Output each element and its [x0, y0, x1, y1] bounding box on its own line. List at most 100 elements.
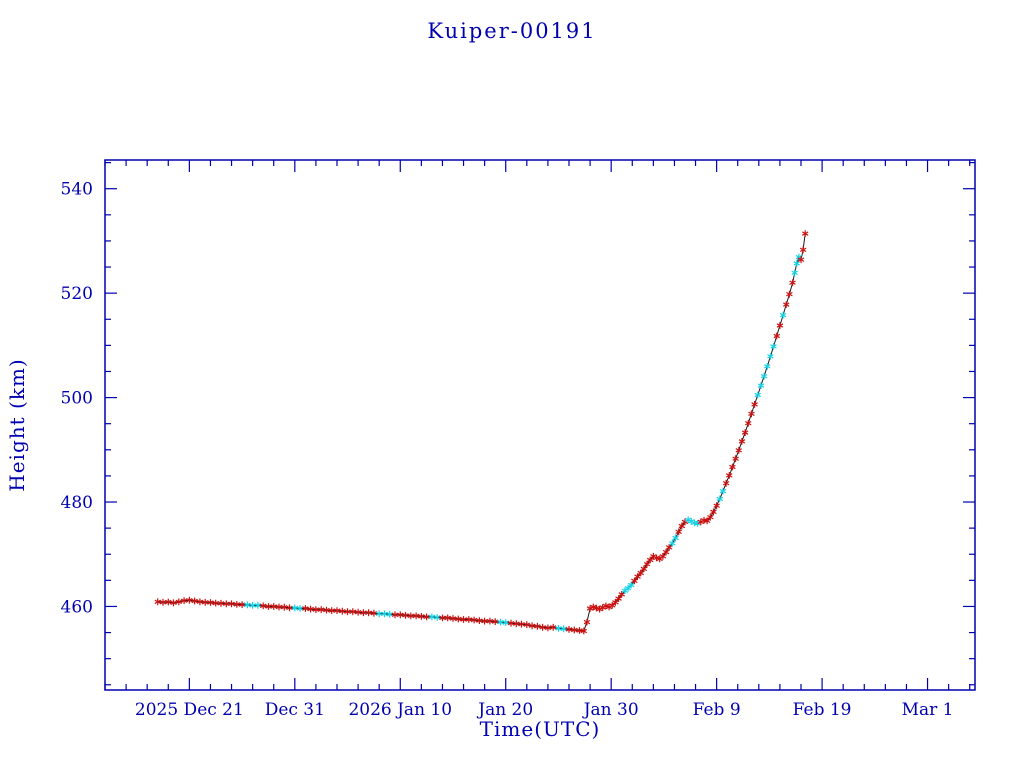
- data-point-marker: [302, 605, 309, 612]
- data-point-marker: [412, 612, 420, 620]
- data-point-marker: [580, 627, 587, 635]
- x-axis-label: Time(UTC): [480, 717, 601, 741]
- data-point-marker: [444, 614, 451, 622]
- data-point-marker: [745, 419, 752, 427]
- data-point-marker: [165, 598, 172, 606]
- data-point-marker: [726, 472, 733, 479]
- data-point-marker: [249, 602, 256, 609]
- data-point-marker: [175, 598, 183, 606]
- data-point-marker: [802, 230, 809, 237]
- data-point-marker: [428, 613, 436, 621]
- data-point-marker: [583, 618, 591, 626]
- data-point-marker: [465, 616, 473, 623]
- data-point-marker: [370, 609, 378, 617]
- data-point-marker: [783, 301, 790, 308]
- data-point-marker: [491, 618, 499, 625]
- data-point-marker: [460, 616, 467, 623]
- data-point-marker: [323, 606, 330, 614]
- plot-frame: [104, 159, 976, 691]
- data-point-marker: [386, 610, 393, 618]
- data-point-marker: [528, 622, 536, 630]
- data-point-marker: [328, 607, 335, 614]
- data-point-marker: [665, 544, 673, 551]
- x-tick-label: Feb 9: [693, 700, 741, 720]
- data-point-marker: [476, 617, 483, 624]
- data-point-marker: [735, 446, 742, 454]
- data-point-marker: [349, 608, 357, 616]
- data-point-marker: [672, 534, 679, 542]
- data-point-marker: [497, 618, 504, 626]
- data-point-marker: [549, 623, 557, 631]
- x-tick-label: Mar 1: [902, 700, 954, 720]
- data-point-marker: [397, 611, 404, 619]
- data-point-marker: [534, 622, 541, 630]
- data-point-marker: [307, 605, 314, 613]
- data-point-marker: [270, 603, 277, 610]
- data-point-marker: [760, 372, 768, 380]
- y-axis-label: Height (km): [5, 358, 29, 491]
- data-point-marker: [751, 401, 758, 408]
- data-point-marker: [518, 620, 525, 628]
- data-point-marker: [757, 382, 765, 389]
- x-tick-label: Jan 20: [476, 700, 533, 720]
- data-point-marker: [631, 577, 638, 585]
- data-point-marker: [634, 573, 641, 581]
- data-point-marker: [312, 606, 320, 613]
- x-tick-label: Feb 19: [793, 700, 852, 720]
- data-point-marker: [571, 626, 578, 634]
- x-tick-label: Jan 30: [582, 700, 639, 720]
- data-point-marker: [773, 332, 780, 340]
- data-point-marker: [767, 352, 774, 360]
- data-point-marker: [722, 479, 730, 487]
- y-tick-label: 500: [61, 389, 93, 409]
- data-point-marker: [201, 598, 209, 606]
- data-point-marker: [797, 256, 805, 264]
- data-point-marker: [212, 599, 219, 607]
- data-point-marker: [786, 290, 793, 298]
- data-point-marker: [354, 608, 362, 616]
- data-point-marker: [764, 362, 771, 370]
- data-point-marker: [539, 623, 546, 631]
- data-point-marker: [716, 495, 724, 503]
- data-point-marker: [513, 620, 520, 628]
- data-point-marker: [662, 548, 670, 556]
- data-point-marker: [646, 556, 654, 564]
- data-point-marker: [779, 311, 787, 319]
- data-point-marker: [748, 410, 755, 418]
- data-point-marker: [793, 260, 800, 267]
- data-point-marker: [407, 612, 415, 620]
- y-tick-label: 460: [61, 597, 93, 617]
- data-point-marker: [555, 625, 562, 632]
- data-point-marker: [565, 626, 573, 633]
- data-point-marker: [710, 508, 717, 516]
- y-tick-label: 480: [61, 493, 93, 513]
- data-point-marker: [675, 528, 682, 536]
- data-point-marker: [275, 603, 283, 611]
- data-point-marker: [799, 246, 807, 254]
- data-point-marker: [207, 599, 214, 606]
- x-tick-label: 2026 Jan 10: [348, 700, 452, 720]
- data-point-marker: [770, 343, 777, 350]
- data-point-marker: [159, 598, 167, 606]
- data-point-marker: [481, 617, 488, 625]
- data-point-marker: [669, 539, 676, 547]
- data-point-marker: [776, 322, 784, 329]
- data-point-marker: [291, 604, 299, 612]
- data-point-marker: [339, 607, 346, 615]
- data-point-marker: [738, 438, 746, 445]
- data-point-marker: [217, 599, 225, 607]
- data-point-marker: [628, 581, 635, 589]
- data-point-marker: [470, 616, 478, 624]
- data-point-marker: [612, 598, 619, 606]
- data-point-marker: [615, 595, 622, 602]
- data-point-marker: [286, 604, 293, 612]
- data-point-marker: [333, 607, 341, 614]
- data-point-marker: [486, 617, 494, 625]
- data-point-marker: [196, 598, 204, 606]
- x-tick-label: 2025 Dec 21: [135, 700, 244, 720]
- y-tick-label: 520: [61, 284, 93, 304]
- data-point-marker: [732, 455, 739, 463]
- data-point-marker: [455, 615, 462, 623]
- data-point-marker: [637, 569, 644, 577]
